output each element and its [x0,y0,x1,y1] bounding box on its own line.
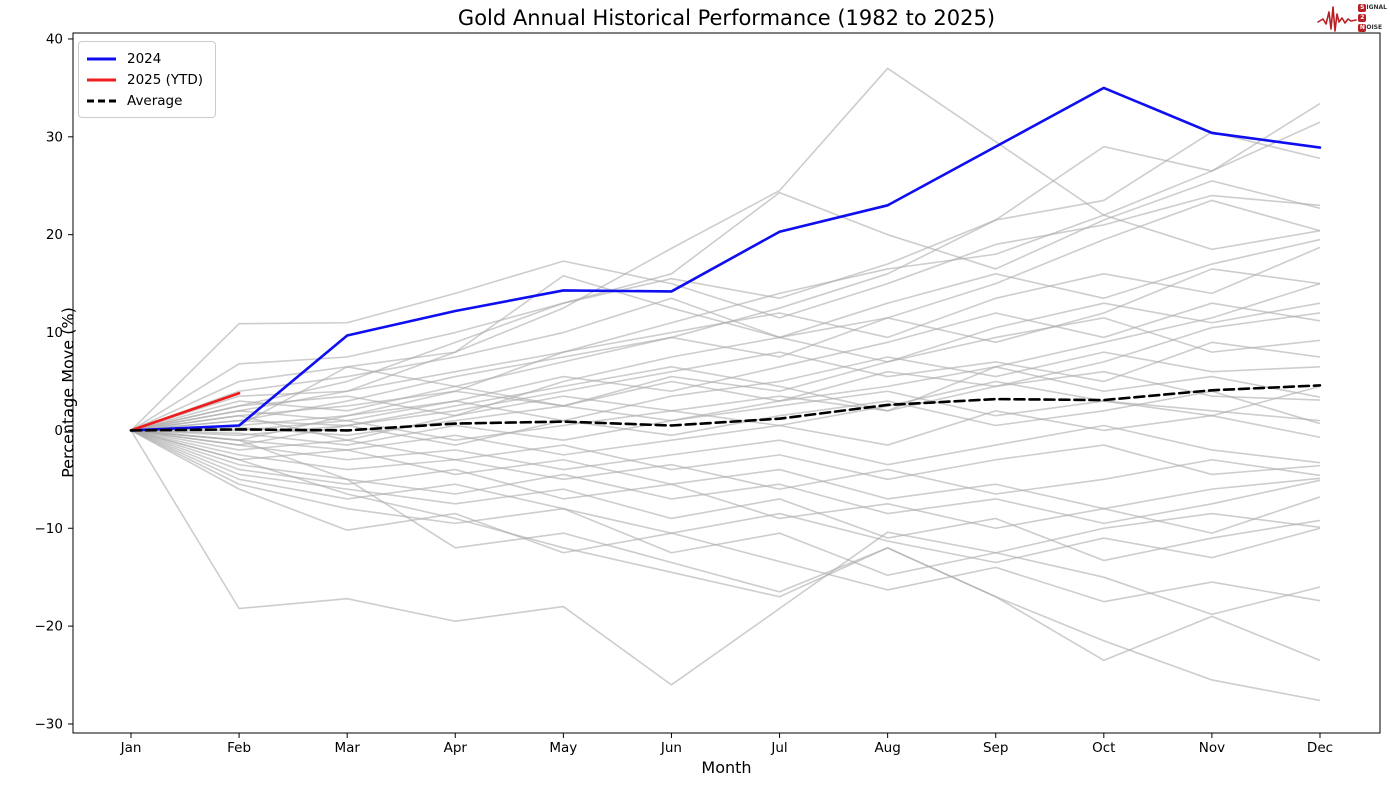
history-year-line [130,238,1321,432]
chart-legend: 2024 2025 (YTD) Average [78,41,217,118]
history-year-line [130,390,1321,446]
logo-text: S IGNAL 2 N OISE [1358,4,1387,33]
line-swatch-2025-icon [87,78,116,81]
history-year-line [130,429,1321,534]
history-year-line [130,429,1321,662]
line-swatch-average-icon [87,99,116,102]
history-year-line [130,410,1321,456]
y-tick-label: 10 [46,325,63,341]
y-axis-label: Percentage Move (%) [58,307,78,478]
history-year-line [130,429,1321,603]
chart-title: Gold Annual Historical Performance (1982… [457,6,996,30]
history-year-line [130,380,1321,441]
series-line-average [129,384,1322,432]
history-year-line [130,312,1321,432]
logo-letter-2: 2 [1358,14,1367,22]
history-year-line [130,302,1321,432]
history-year-line [130,429,1321,510]
y-tick-label: 40 [46,31,63,47]
y-tick-label: 20 [46,227,63,243]
y-tick-label: 30 [46,129,63,145]
line-swatch-2024-icon [87,57,116,60]
legend-label: 2024 [127,50,162,67]
history-year-line [130,429,1321,564]
x-tick-label: Jun [660,740,682,756]
x-tick-label: Apr [444,740,468,756]
history-year-line [130,429,1321,686]
signal2noise-logo: S IGNAL 2 N OISE [1317,2,1387,34]
history-year-line [130,424,1321,471]
legend-item-2025: 2025 (YTD) [86,69,203,90]
x-tick-label: Aug [874,740,900,756]
logo-letter-s: S [1358,4,1367,12]
history-year-line [130,121,1321,441]
plot-border [72,32,1381,734]
x-tick-label: Feb [227,740,251,756]
x-tick-label: Oct [1092,740,1115,756]
x-tick-label: May [549,740,577,756]
series-line-2025-ytd- [129,391,241,432]
logo-rest-signal: IGNAL [1366,4,1387,11]
x-tick-label: Mar [334,740,360,756]
history-year-line [130,365,1321,437]
y-tick-label: 0 [54,423,63,439]
legend-item-average: Average [86,90,203,111]
history-year-line [130,246,1321,432]
legend-label: 2025 (YTD) [127,71,204,88]
y-tick-label: −30 [35,716,64,732]
x-axis-label: Month [701,758,752,777]
x-tick-label: Nov [1199,740,1225,756]
x-tick-label: Jan [120,740,142,756]
history-year-line [130,317,1321,432]
history-year-line [130,131,1321,432]
series-line-2024 [129,86,1322,432]
logo-row-signal: S IGNAL [1358,4,1387,13]
x-tick-label: Sep [983,740,1008,756]
x-tick-label: Dec [1307,740,1333,756]
history-year-line [130,194,1321,431]
legend-item-2024: 2024 [86,48,203,69]
history-year-line [130,429,1321,616]
history-year-line [130,390,1321,446]
history-year-line [130,180,1321,432]
logo-row-2: 2 [1358,14,1387,23]
y-tick-label: −10 [35,521,64,537]
history-year-line [131,370,1321,441]
logo-letter-n: N [1358,24,1367,32]
logo-row-noise: N OISE [1358,24,1387,33]
history-year-line [130,282,1321,446]
history-year-line [130,429,1321,481]
x-tick-label: Jul [770,740,787,756]
legend-label: Average [127,92,183,109]
history-year-line [130,302,1321,432]
logo-rest-noise: OISE [1366,24,1383,31]
y-tick-label: −20 [35,619,64,635]
history-year-line [130,429,1321,702]
history-year-line [130,429,1321,525]
ecg-waveform-icon [1317,6,1358,32]
history-year-line [130,429,1321,562]
